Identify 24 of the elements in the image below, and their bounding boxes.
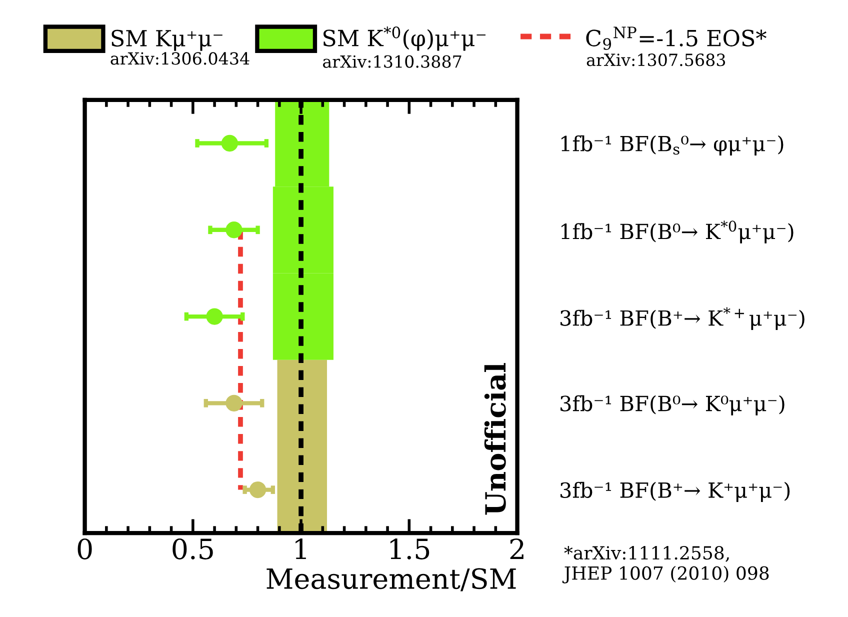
y-tick-label: 1fb⁻¹ BF(B$_{s}$⁰→ φμ⁺μ⁻) <box>561 135 784 156</box>
point <box>249 481 266 498</box>
x-tick-label: 2 <box>510 538 524 560</box>
text: *arXiv:1111.2558, JHEP 1007 (2010) 098 <box>562 546 769 584</box>
y-tick-label: 3fb⁻¹ BF(B⁰→ K⁰μ⁺μ⁻) <box>560 395 784 416</box>
y-tick-label: 1fb⁻¹ BF(B⁰→ K$^{*0}$μ⁺μ⁻) <box>561 220 794 244</box>
x-tick-label: 0.5 <box>172 538 213 560</box>
point <box>221 134 238 152</box>
x-axis-title: Measurement/SM <box>266 568 516 592</box>
legend-label: SM K$^{*0}$(φ)μ⁺μ⁻ <box>324 26 486 51</box>
legend-label: SM Kμ⁺μ⁻ <box>112 30 222 51</box>
y-tick-label: 3fb⁻¹ BF(B⁺→ K⁺μ⁺μ⁻) <box>560 482 790 502</box>
x-tick-label: 0 <box>78 538 92 560</box>
x-tick-label: 1.5 <box>390 538 430 560</box>
text: arXiv:1310.3887 <box>322 55 462 68</box>
y-tick-label: 3fb⁻¹ BF(B⁺→ K$^{*+}$μ⁺μ⁻) <box>560 307 804 330</box>
x-tick-label: 1 <box>296 538 306 560</box>
text: arXiv:1306.0434 <box>110 52 250 65</box>
point <box>226 394 242 412</box>
point <box>206 308 223 325</box>
point <box>226 222 242 238</box>
annotation: Unofficial <box>484 363 506 515</box>
legend-label: C$_{9}$$^{NP}$=-1.5 EOS* <box>586 26 766 50</box>
text: arXiv:1307.5683 <box>586 54 726 66</box>
